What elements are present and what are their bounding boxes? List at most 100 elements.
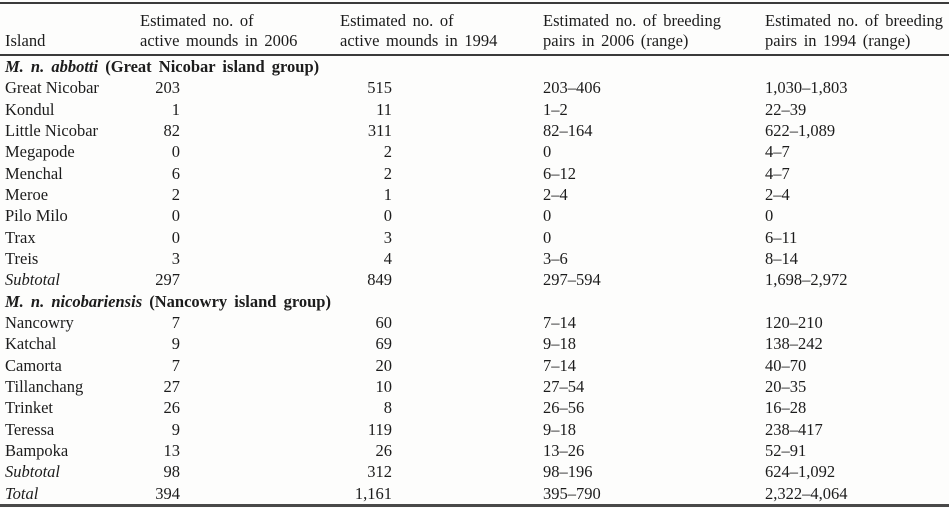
- pairs-2006-range: 98–196: [543, 462, 593, 482]
- mounds-2006-cell: 394: [140, 483, 340, 506]
- pairs-1994-range: 4–7: [765, 163, 790, 183]
- island-name: Subtotal: [5, 270, 61, 290]
- mounds-2006-value: 7: [171, 355, 180, 375]
- mounds-2006-value: 6: [171, 163, 180, 183]
- mounds-1994-cell: 0: [340, 205, 543, 226]
- island-row: Megapode 0 2 0 4–7: [0, 141, 949, 162]
- island-row: Treis 3 4 3–6 8–14: [0, 248, 949, 269]
- mounds-2006-cell: 9: [140, 419, 340, 440]
- pairs-1994-range: 52–91: [765, 440, 807, 460]
- pairs-1994-range: 1,698–2,972: [765, 270, 848, 290]
- section-header-row: M. n. abbotti (Great Nicobar island grou…: [0, 55, 949, 77]
- pairs-1994-range: 22–39: [765, 99, 807, 119]
- mounds-1994-value: 8: [383, 398, 392, 418]
- island-name: Pilo Milo: [5, 206, 68, 226]
- section-heading: M. n. abbotti (Great Nicobar island grou…: [0, 55, 949, 77]
- mounds-1994-cell: 311: [340, 120, 543, 141]
- subtotal-row: Subtotal 297 849 297–594 1,698–2,972: [0, 269, 949, 290]
- island-row: Pilo Milo 0 0 0 0: [0, 205, 949, 226]
- section-heading: M. n. nicobariensis (Nancowry island gro…: [0, 291, 949, 312]
- header-line: Estimated no. of: [340, 11, 454, 30]
- mounds-1994-value: 2: [383, 163, 392, 183]
- pairs-1994-range: 2–4: [765, 184, 790, 204]
- mounds-1994-cell: 119: [340, 419, 543, 440]
- pairs-1994-range: 238–417: [765, 419, 823, 439]
- header-line: Estimated no. of: [140, 11, 254, 30]
- pairs-2006-range: 1–2: [543, 99, 568, 119]
- pairs-1994-range: 0: [765, 206, 774, 226]
- mounds-2006-value: 82: [163, 120, 181, 140]
- mounds-2006-value: 297: [155, 270, 180, 290]
- mounds-2006-cell: 3: [140, 248, 340, 269]
- mounds-2006-value: 27: [163, 376, 181, 396]
- mounds-1994-value: 119: [367, 419, 392, 439]
- mounds-2006-cell: 9: [140, 333, 340, 354]
- mounds-1994-cell: 3: [340, 227, 543, 248]
- column-header-mounds-2006: Estimated no. of active mounds in 2006: [140, 3, 340, 56]
- mounds-1994-value: 20: [375, 355, 393, 375]
- total-row: Total 394 1,161 395–790 2,322–4,064: [0, 483, 949, 506]
- mounds-2006-value: 0: [171, 227, 180, 247]
- mounds-2006-value: 1: [171, 99, 180, 119]
- header-line: Estimated no. of breeding: [543, 11, 721, 30]
- island-row: Menchal 6 2 6–12 4–7: [0, 163, 949, 184]
- island-row: Katchal 9 69 9–18 138–242: [0, 333, 949, 354]
- mounds-1994-value: 312: [367, 462, 392, 482]
- mounds-2006-cell: 1: [140, 99, 340, 120]
- island-name: Camorta: [5, 355, 62, 375]
- mounds-2006-cell: 98: [140, 461, 340, 482]
- mounds-1994-value: 1,161: [354, 483, 392, 503]
- mounds-2006-value: 2: [171, 184, 180, 204]
- pairs-2006-range: 297–594: [543, 270, 601, 290]
- mounds-1994-cell: 11: [340, 99, 543, 120]
- mounds-1994-cell: 312: [340, 461, 543, 482]
- pairs-1994-range: 138–242: [765, 334, 823, 354]
- island-row: Meroe 2 1 2–4 2–4: [0, 184, 949, 205]
- mounds-2006-cell: 6: [140, 163, 340, 184]
- mounds-1994-value: 2: [383, 142, 392, 162]
- mounds-2006-value: 0: [171, 206, 180, 226]
- island-group-name: (Great Nicobar island group): [98, 57, 320, 76]
- pairs-2006-range: 82–164: [543, 120, 593, 140]
- mounds-1994-value: 69: [375, 334, 393, 354]
- mounds-1994-cell: 60: [340, 312, 543, 333]
- mounds-2006-value: 3: [171, 248, 180, 268]
- mounds-2006-cell: 13: [140, 440, 340, 461]
- mounds-1994-value: 11: [376, 99, 392, 119]
- mounds-1994-cell: 10: [340, 376, 543, 397]
- pairs-2006-range: 9–18: [543, 419, 576, 439]
- species-name: M. n. nicobariensis: [5, 291, 143, 311]
- island-name: Trinket: [5, 398, 53, 418]
- mounds-1994-cell: 69: [340, 333, 543, 354]
- mounds-1994-cell: 8: [340, 397, 543, 418]
- island-row: Teressa 9 119 9–18 238–417: [0, 419, 949, 440]
- pairs-1994-range: 4–7: [765, 142, 790, 162]
- pairs-1994-range: 6–11: [765, 227, 798, 247]
- mounds-1994-cell: 2: [340, 141, 543, 162]
- island-name: Kondul: [5, 99, 55, 119]
- island-name: Nancowry: [5, 312, 74, 332]
- pairs-1994-range: 16–28: [765, 398, 807, 418]
- island-name: Teressa: [5, 419, 55, 439]
- header-line: pairs in 1994 (range): [765, 30, 911, 50]
- mounds-1994-cell: 2: [340, 163, 543, 184]
- pairs-2006-range: 7–14: [543, 355, 576, 375]
- species-name: M. n. abbotti: [5, 57, 99, 76]
- column-header-pairs-2006: Estimated no. of breeding pairs in 2006 …: [543, 3, 765, 56]
- mounds-1994-cell: 26: [340, 440, 543, 461]
- island-row: Nancowry 7 60 7–14 120–210: [0, 312, 949, 333]
- island-name: Bampoka: [5, 440, 69, 460]
- mounds-1994-value: 26: [375, 440, 393, 460]
- pairs-1994-range: 8–14: [765, 248, 798, 268]
- pairs-2006-range: 203–406: [543, 78, 601, 98]
- mounds-2006-value: 98: [163, 462, 181, 482]
- pairs-2006-range: 395–790: [543, 483, 601, 503]
- pairs-1994-range: 20–35: [765, 376, 807, 396]
- mounds-2006-value: 9: [171, 419, 180, 439]
- island-name: Subtotal: [5, 462, 61, 482]
- mounds-2006-cell: 27: [140, 376, 340, 397]
- mounds-1994-cell: 849: [340, 269, 543, 290]
- mounds-1994-value: 4: [383, 248, 392, 268]
